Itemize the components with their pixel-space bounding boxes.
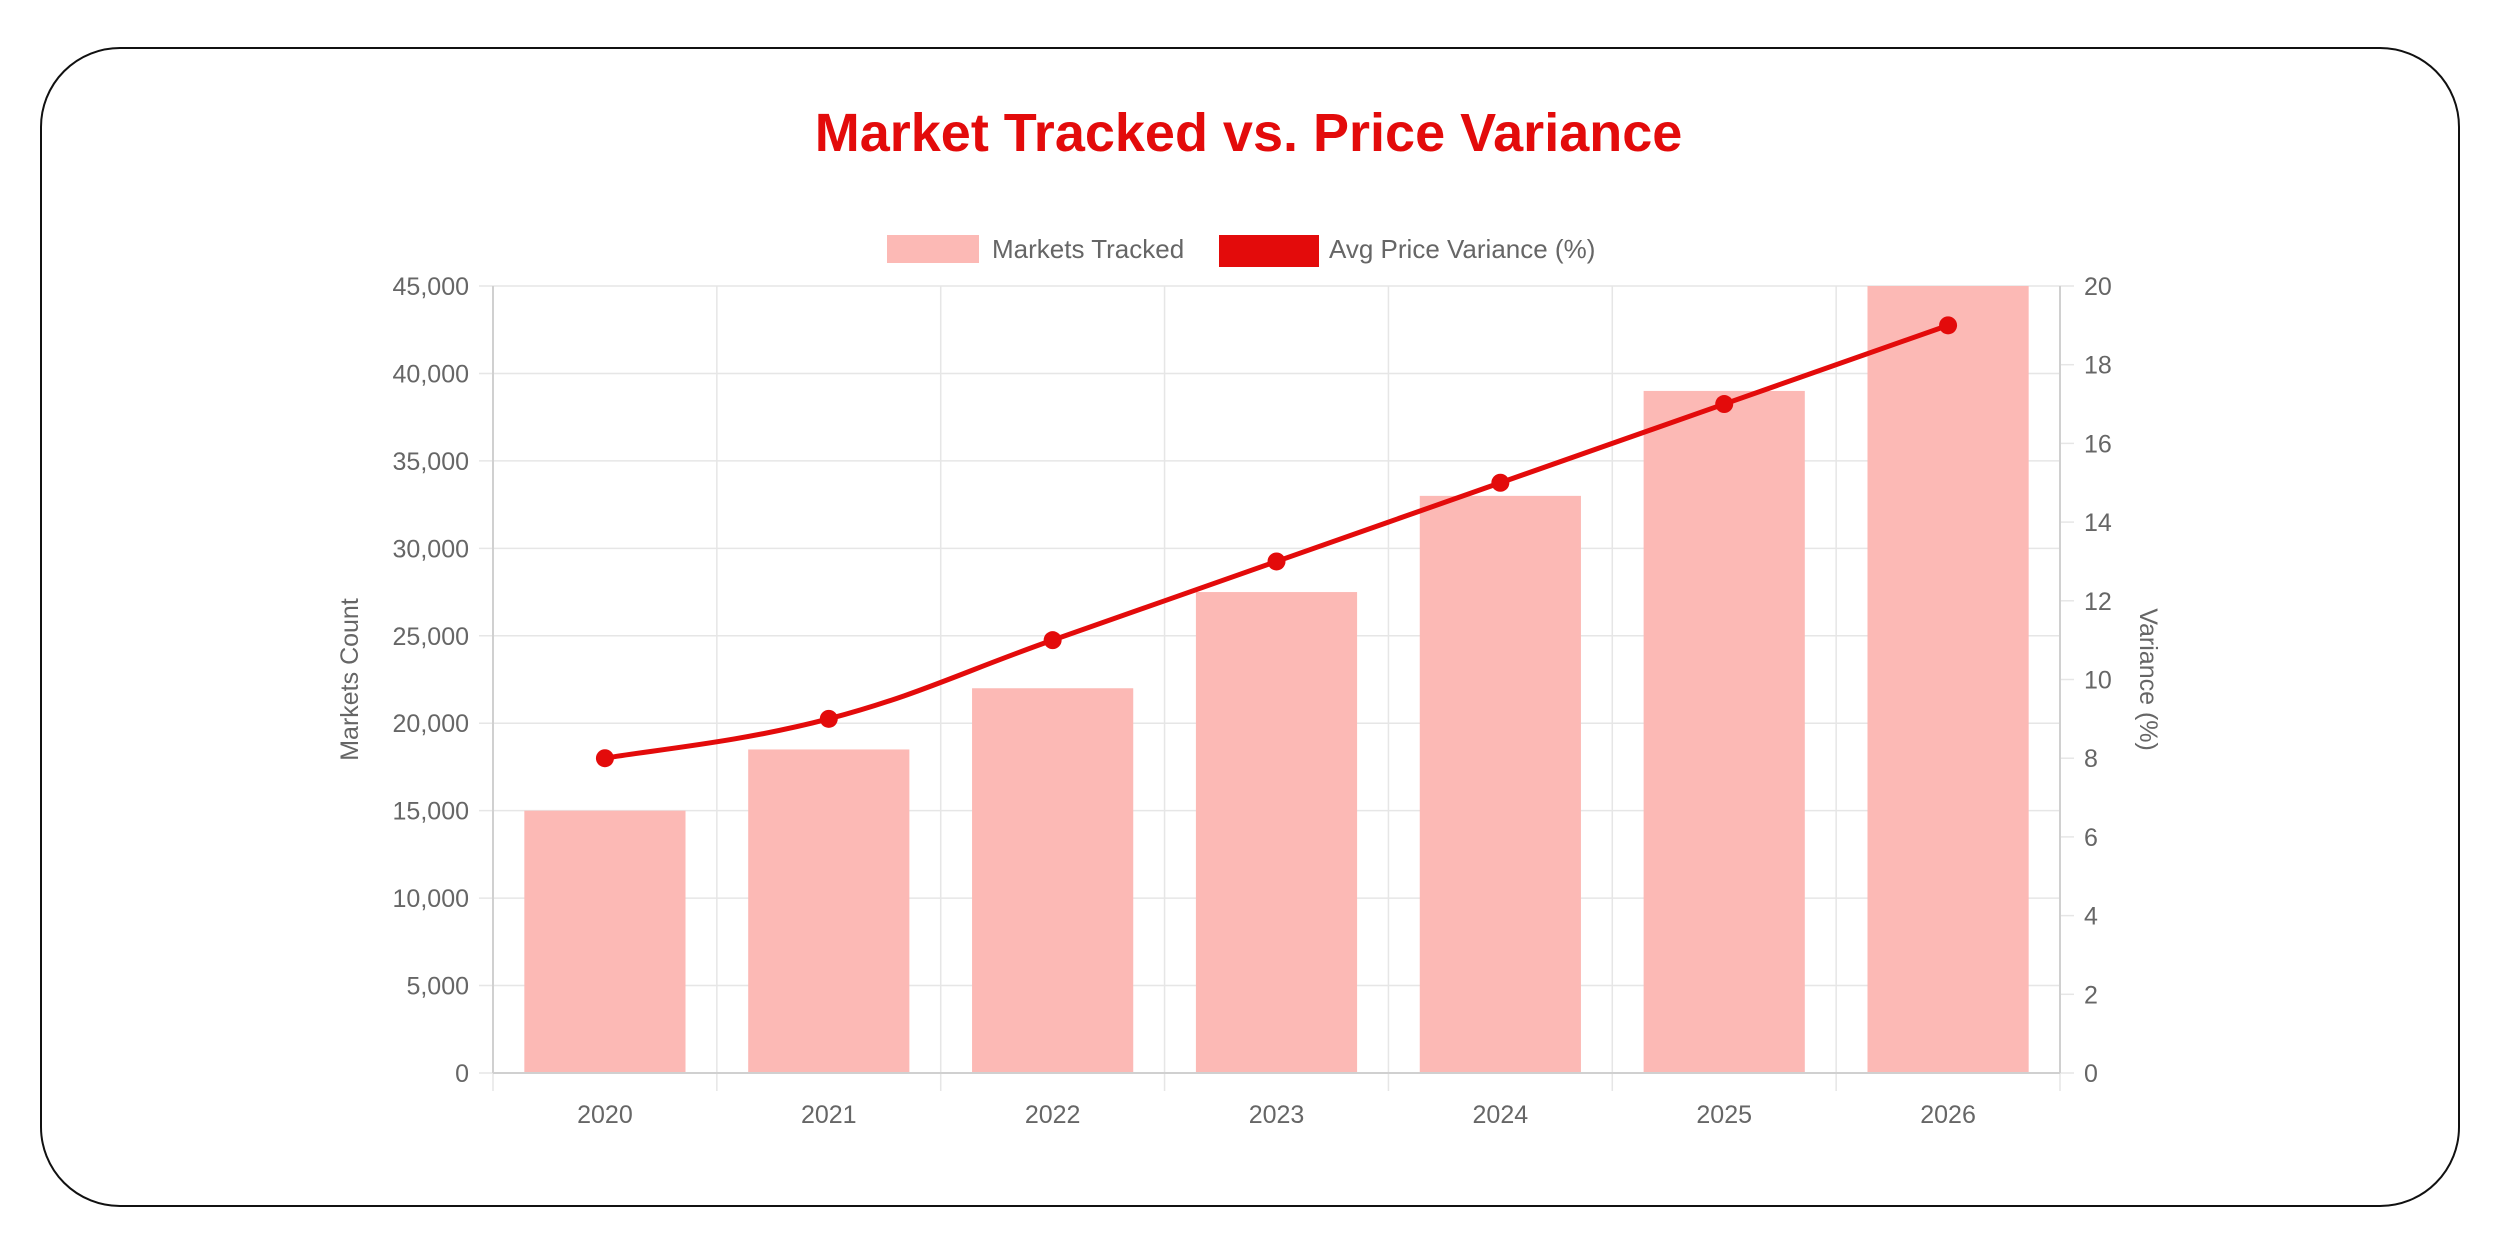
legend-label-bar: Markets Tracked bbox=[992, 234, 1184, 264]
y-tick-label: 45,000 bbox=[393, 273, 469, 301]
y-tick-label: 0 bbox=[455, 1060, 469, 1088]
legend-swatch-line bbox=[1219, 235, 1319, 267]
y2-tick-label: 6 bbox=[2084, 824, 2098, 852]
variance-point bbox=[1043, 631, 1062, 650]
y-tick-label: 35,000 bbox=[393, 448, 469, 476]
y-tick-label: 40,000 bbox=[393, 360, 469, 388]
y2-axis-title: Variance (%) bbox=[2134, 608, 2162, 751]
bar bbox=[1643, 390, 1805, 1073]
y2-tick-label: 8 bbox=[2084, 745, 2098, 773]
y2-tick-label: 16 bbox=[2084, 430, 2112, 458]
y-tick-label: 20,000 bbox=[393, 710, 469, 738]
variance-point bbox=[1491, 473, 1510, 492]
bar bbox=[1867, 286, 2029, 1073]
variance-point bbox=[1267, 552, 1286, 571]
y-tick-label: 10,000 bbox=[393, 885, 469, 913]
y2-tick-label: 12 bbox=[2084, 588, 2112, 616]
x-tick-label: 2022 bbox=[1025, 1101, 1081, 1129]
y2-tick-label: 4 bbox=[2084, 903, 2098, 931]
bar bbox=[1419, 495, 1581, 1073]
variance-point bbox=[595, 749, 614, 768]
bar bbox=[524, 810, 686, 1073]
line-series bbox=[595, 316, 1958, 768]
x-tick-label: 2021 bbox=[801, 1101, 857, 1129]
y2-tick-label: 2 bbox=[2084, 981, 2098, 1009]
y2-tick-label: 14 bbox=[2084, 509, 2112, 537]
y-tick-label: 15,000 bbox=[393, 798, 469, 826]
variance-point bbox=[819, 709, 838, 728]
x-tick-label: 2020 bbox=[577, 1101, 633, 1129]
bar bbox=[972, 688, 1134, 1073]
bar-series bbox=[524, 286, 2029, 1073]
variance-point bbox=[1715, 395, 1734, 414]
y2-tick-label: 20 bbox=[2084, 273, 2112, 301]
y-tick-label: 5,000 bbox=[406, 973, 469, 1001]
y2-tick-label: 10 bbox=[2084, 667, 2112, 695]
axes: 0 5,000 10,000 15,000 20,000 25,000 30,000 35,0… bbox=[336, 273, 2162, 1129]
bar bbox=[1195, 592, 1358, 1073]
y2-tick-label: 0 bbox=[2084, 1060, 2098, 1088]
y-axis-title: Markets Count bbox=[336, 598, 364, 761]
x-tick-label: 2023 bbox=[1249, 1101, 1305, 1129]
x-tick-label: 2025 bbox=[1696, 1101, 1752, 1129]
chart-title: Market Tracked vs. Price Variance bbox=[814, 103, 1683, 163]
legend: Markets Tracked Avg Price Variance (%) bbox=[887, 234, 1595, 267]
x-tick-label: 2024 bbox=[1473, 1101, 1529, 1129]
legend-swatch-bar bbox=[887, 235, 979, 263]
bar bbox=[748, 749, 910, 1073]
y2-tick-label: 18 bbox=[2084, 352, 2112, 380]
y-tick-label: 25,000 bbox=[393, 623, 469, 651]
x-tick-label: 2026 bbox=[1920, 1101, 1976, 1129]
variance-point bbox=[1939, 316, 1958, 335]
legend-label-line: Avg Price Variance (%) bbox=[1329, 234, 1595, 264]
y-tick-label: 30,000 bbox=[393, 535, 469, 563]
